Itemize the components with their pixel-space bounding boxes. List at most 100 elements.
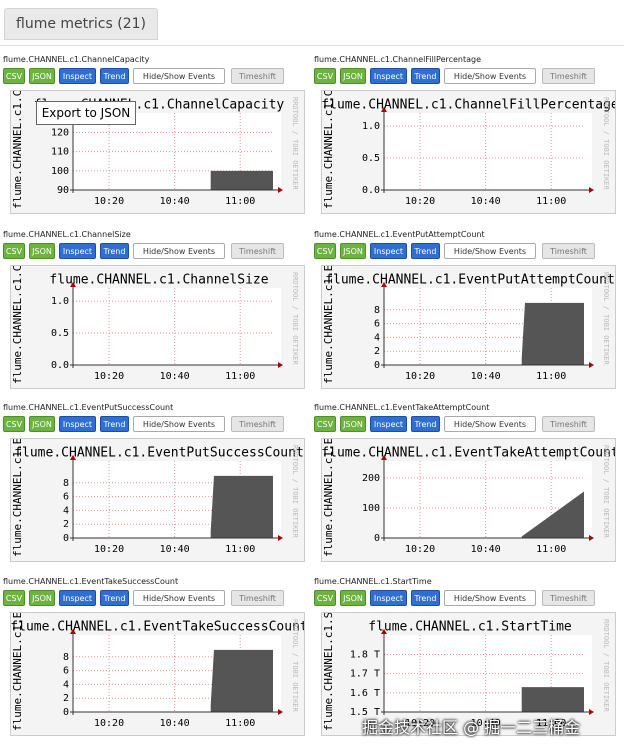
button[interactable]: CSV xyxy=(3,590,25,606)
button[interactable]: Timeshift xyxy=(542,68,595,84)
y-tick-label: 100 xyxy=(362,503,380,514)
button[interactable]: JSON xyxy=(340,68,366,84)
button[interactable]: CSV xyxy=(3,243,25,259)
button[interactable]: Hide/Show Events xyxy=(444,590,536,606)
button[interactable]: Timeshift xyxy=(231,590,284,606)
x-arrow xyxy=(278,362,283,368)
y-axis-label: flume.CHANNEL.c1.EventPutAttemptCount xyxy=(322,266,335,384)
tab[interactable]: flume metrics (21) xyxy=(4,8,158,40)
x-tick-label: 11:00 xyxy=(225,371,255,382)
x-tick-label: 11:00 xyxy=(536,196,566,207)
button[interactable]: Trend xyxy=(411,243,440,259)
button[interactable]: Inspect xyxy=(59,68,96,84)
button[interactable]: JSON xyxy=(340,416,366,432)
button[interactable]: Trend xyxy=(100,416,129,432)
button[interactable]: Timeshift xyxy=(231,416,284,432)
button[interactable]: CSV xyxy=(3,68,25,84)
y-tick-label: 8 xyxy=(63,478,69,489)
button[interactable]: Hide/Show Events xyxy=(444,416,536,432)
button[interactable]: JSON xyxy=(340,243,366,259)
button[interactable]: CSV xyxy=(3,416,25,432)
y-tick-label: 6 xyxy=(63,666,69,677)
x-tick-label: 10:40 xyxy=(160,196,190,207)
button[interactable]: CSV xyxy=(314,590,336,606)
button[interactable]: Timeshift xyxy=(542,416,595,432)
y-tick-label: 90 xyxy=(57,185,69,196)
button[interactable]: Inspect xyxy=(370,416,407,432)
y-axis-label: flume.CHANNEL.c1.ChannelSize xyxy=(11,266,24,384)
button[interactable]: JSON xyxy=(29,68,55,84)
y-tick-label: 200 xyxy=(362,473,380,484)
y-tick-label: 120 xyxy=(51,128,69,139)
button[interactable]: Hide/Show Events xyxy=(444,68,536,84)
area xyxy=(521,491,584,538)
button[interactable]: Timeshift xyxy=(542,590,595,606)
area xyxy=(210,649,273,712)
y-tick-label: 8 xyxy=(374,305,380,316)
button[interactable]: Timeshift xyxy=(231,243,284,259)
y-tick-label: 0 xyxy=(374,360,380,371)
side-label: RRDTOOL / TOBI OETIKER xyxy=(602,272,610,366)
button[interactable]: Timeshift xyxy=(231,68,284,84)
button[interactable]: Trend xyxy=(100,68,129,84)
x-arrow xyxy=(589,362,594,368)
button[interactable]: Trend xyxy=(100,243,129,259)
chart: 10:20 10:40 11:00 0.0 0.5 1.0 flume.CHANNEL.c1… xyxy=(11,199,299,384)
y-tick-label: 4 xyxy=(63,679,69,690)
x-arrow xyxy=(278,535,283,541)
button[interactable]: Trend xyxy=(411,416,440,432)
button[interactable]: Trend xyxy=(100,590,129,606)
x-tick-label: 11:00 xyxy=(536,371,566,382)
y-tick-label: 2 xyxy=(63,693,69,704)
chart-box: 10:20 10:40 11:00 1.5 T 1.6 T 1.7 T 1.8 T flume… xyxy=(321,559,616,736)
y-tick-label: 6 xyxy=(374,319,380,330)
x-tick-label: 10:20 xyxy=(94,544,124,555)
button[interactable]: Inspect xyxy=(370,68,407,84)
button[interactable]: JSON xyxy=(29,416,55,432)
chart-title: flume.CHANNEL.c1.ChannelFillPercentage xyxy=(322,98,615,113)
y-tick-label: 0 xyxy=(63,707,69,718)
button[interactable]: Inspect xyxy=(59,416,96,432)
x-tick-label: 10:20 xyxy=(94,196,124,207)
button[interactable]: Trend xyxy=(411,68,440,84)
x-arrow xyxy=(278,187,283,193)
button[interactable]: Inspect xyxy=(59,243,96,259)
button[interactable]: Hide/Show Events xyxy=(133,68,225,84)
y-tick-label: 1.0 xyxy=(51,296,69,307)
button[interactable]: CSV xyxy=(314,243,336,259)
panel: flume.CHANNEL.c1.ChannelFillPercentage CS… xyxy=(314,0,620,225)
x-arrow xyxy=(589,709,594,715)
y-tick-label: 4 xyxy=(63,505,69,516)
button[interactable]: Hide/Show Events xyxy=(133,416,225,432)
panel-label: flume.CHANNEL.c1.ChannelSize xyxy=(3,230,131,239)
chart-title: flume.CHANNEL.c1.EventTakeSuccessCount xyxy=(11,620,304,635)
button[interactable]: JSON xyxy=(340,590,366,606)
button[interactable]: Inspect xyxy=(59,590,96,606)
area xyxy=(521,687,584,712)
panel-label: flume.CHANNEL.c1.EventPutSuccessCount xyxy=(3,403,174,412)
button[interactable]: JSON xyxy=(29,243,55,259)
button[interactable]: Timeshift xyxy=(542,243,595,259)
y-tick-label: 0.0 xyxy=(362,185,380,196)
x-tick-label: 11:00 xyxy=(225,544,255,555)
button[interactable]: CSV xyxy=(314,68,336,84)
y-arrow xyxy=(381,282,387,287)
button[interactable]: Hide/Show Events xyxy=(444,243,536,259)
button[interactable]: Inspect xyxy=(370,590,407,606)
x-tick-label: 11:00 xyxy=(536,718,566,729)
button[interactable]: Trend xyxy=(411,590,440,606)
button[interactable]: JSON xyxy=(29,590,55,606)
button[interactable]: Hide/Show Events xyxy=(133,243,225,259)
x-tick-label: 11:00 xyxy=(536,544,566,555)
button[interactable]: Hide/Show Events xyxy=(133,590,225,606)
chart: 10:20 10:40 11:00 90 100 110 120 flume.CHANNEL.… xyxy=(11,0,299,209)
button[interactable]: Inspect xyxy=(370,243,407,259)
side-label: RRDTOOL / TOBI OETIKER xyxy=(291,272,299,366)
chart-box: 10:20 10:40 11:00 0.0 0.5 1.0 flume.CHANNEL.c1… xyxy=(321,0,619,214)
panel: flume.CHANNEL.c1.EventTakeSuccessCount CS… xyxy=(3,479,309,747)
chart-box: 10:20 10:40 11:00 90 100 110 120 flume.CHANNEL.… xyxy=(10,0,305,214)
button[interactable]: CSV xyxy=(314,416,336,432)
y-tick-label: 0.5 xyxy=(51,328,69,339)
y-tick-label: 1.0 xyxy=(362,121,380,132)
